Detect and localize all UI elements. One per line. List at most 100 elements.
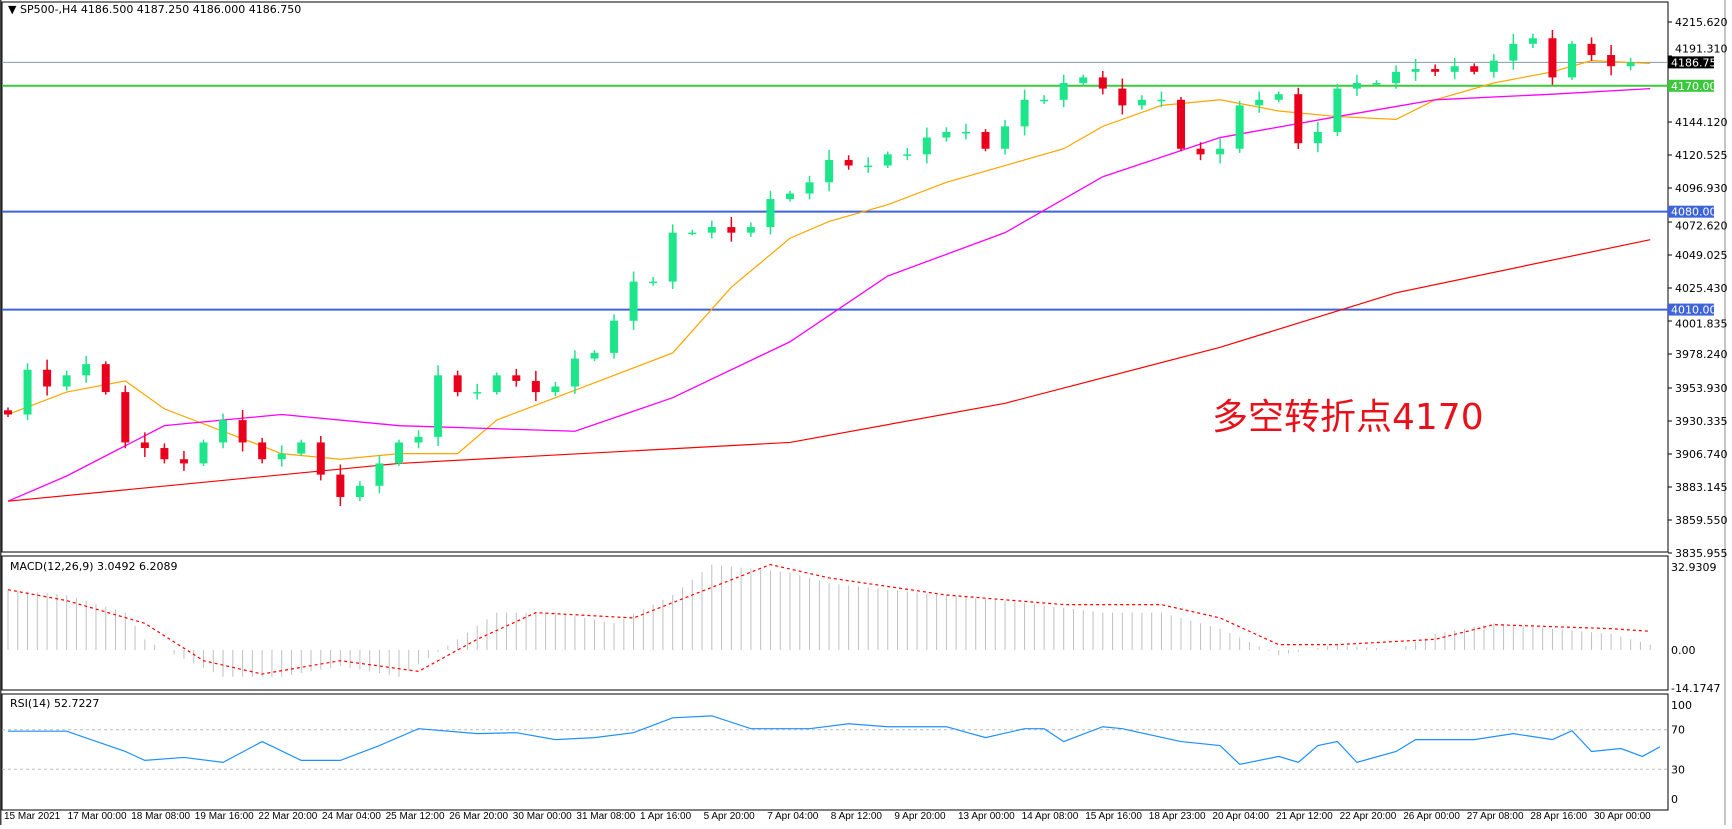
candle bbox=[492, 372, 501, 395]
candle-body bbox=[688, 232, 697, 235]
candle bbox=[629, 271, 638, 330]
candle-body bbox=[4, 410, 12, 415]
candle bbox=[707, 220, 716, 239]
candle bbox=[746, 222, 755, 237]
candle-body bbox=[961, 131, 970, 134]
candle-body bbox=[1587, 43, 1596, 56]
candle bbox=[473, 383, 482, 400]
candle-body bbox=[1098, 77, 1107, 89]
candle-body bbox=[1607, 55, 1616, 67]
candle-body bbox=[1020, 99, 1029, 127]
candle bbox=[590, 350, 599, 362]
candle-body bbox=[1079, 77, 1088, 84]
candle bbox=[1587, 37, 1596, 61]
candle bbox=[1274, 91, 1283, 103]
candle-body bbox=[355, 485, 364, 497]
candle bbox=[1548, 29, 1557, 85]
candle-body bbox=[414, 436, 423, 443]
candle-body bbox=[453, 375, 462, 393]
candle bbox=[395, 439, 403, 466]
time-tick-label: 5 Apr 20:00 bbox=[703, 811, 755, 822]
price-tick-label: 4049.025 bbox=[1675, 249, 1728, 262]
candle-body bbox=[297, 442, 306, 454]
price-tick-label: 4072.620 bbox=[1675, 220, 1728, 233]
candle bbox=[258, 437, 267, 464]
time-tick-label: 9 Apr 20:00 bbox=[894, 811, 946, 822]
candle bbox=[1489, 54, 1498, 78]
candle bbox=[1137, 95, 1146, 110]
ohlc-values: 4186.500 4187.250 4186.000 4186.750 bbox=[80, 3, 302, 16]
macd-signal-line bbox=[7, 563, 1651, 675]
candle bbox=[883, 151, 892, 169]
candle bbox=[1040, 95, 1049, 104]
candle bbox=[453, 370, 462, 397]
candle-body bbox=[629, 281, 638, 321]
current-price-tag bbox=[1668, 56, 1714, 69]
level-price-tag bbox=[1668, 79, 1714, 92]
candle-body bbox=[883, 154, 892, 166]
candle bbox=[1294, 87, 1303, 149]
candle-body bbox=[1392, 71, 1401, 84]
candle bbox=[1568, 41, 1576, 80]
moving-average-line bbox=[7, 239, 1651, 502]
candle-body bbox=[473, 392, 482, 394]
rsi-tick-label: 30 bbox=[1671, 763, 1685, 776]
candle-body bbox=[981, 131, 990, 149]
candle bbox=[1177, 96, 1185, 152]
candle bbox=[277, 445, 286, 467]
time-tick-label: 20 Apr 04:00 bbox=[1212, 811, 1270, 822]
candle bbox=[140, 432, 149, 458]
candle-body bbox=[707, 227, 716, 233]
time-tick-label: 22 Apr 20:00 bbox=[1339, 811, 1397, 822]
current-price-label: 4186.750 bbox=[1671, 56, 1724, 69]
collapse-arrow-icon[interactable]: ▼ bbox=[8, 3, 17, 16]
candle bbox=[1118, 78, 1127, 115]
time-tick-label: 15 Apr 16:00 bbox=[1085, 811, 1142, 822]
candle bbox=[355, 481, 364, 502]
price-tick-label: 4025.430 bbox=[1675, 282, 1728, 295]
candle-body bbox=[766, 199, 775, 228]
candle bbox=[1450, 57, 1459, 80]
symbol-label: SP500-,H4 bbox=[19, 3, 78, 16]
macd-tick-label: 32.9309 bbox=[1671, 561, 1717, 574]
candle-body bbox=[551, 386, 560, 393]
candle-body bbox=[903, 154, 912, 156]
candle-body bbox=[1040, 99, 1049, 102]
price-tick-label: 4001.835 bbox=[1675, 318, 1728, 331]
time-tick-label: 18 Apr 23:00 bbox=[1148, 811, 1206, 822]
time-tick-label: 31 Mar 08:00 bbox=[576, 811, 636, 822]
candle bbox=[1352, 74, 1361, 97]
candle bbox=[1059, 74, 1068, 108]
time-tick-label: 30 Mar 00:00 bbox=[512, 811, 572, 822]
candle-body bbox=[336, 474, 345, 497]
candle-body bbox=[1137, 99, 1146, 106]
rsi-tick-label: 0 bbox=[1671, 793, 1678, 806]
candle-body bbox=[434, 375, 443, 437]
candle bbox=[786, 190, 794, 202]
candle-body bbox=[1489, 60, 1498, 72]
time-tick-label: 17 Mar 00:00 bbox=[67, 811, 127, 822]
candle bbox=[43, 359, 52, 396]
candle bbox=[23, 363, 32, 421]
rsi-panel-border bbox=[1, 693, 1669, 811]
time-tick-label: 25 Mar 12:00 bbox=[385, 811, 445, 822]
macd-panel-border bbox=[1, 555, 1669, 691]
rsi-tick-label: 70 bbox=[1671, 724, 1685, 737]
candle-body bbox=[1431, 69, 1440, 72]
candle bbox=[1020, 89, 1029, 136]
level-price-label: 4170.000 bbox=[1671, 80, 1724, 93]
annotation-text: 多空转折点4170 bbox=[1212, 397, 1484, 438]
candle-body bbox=[1313, 131, 1322, 144]
candle bbox=[1255, 91, 1264, 113]
candle-body bbox=[219, 420, 228, 443]
price-tick-label: 4120.525 bbox=[1675, 149, 1728, 162]
candle-body bbox=[140, 442, 149, 449]
candle-body bbox=[101, 364, 110, 393]
candle bbox=[179, 450, 188, 471]
price-tick-label: 4215.620 bbox=[1675, 16, 1728, 29]
candle-body bbox=[179, 459, 188, 464]
candle bbox=[512, 368, 521, 387]
candle-body bbox=[121, 392, 130, 443]
